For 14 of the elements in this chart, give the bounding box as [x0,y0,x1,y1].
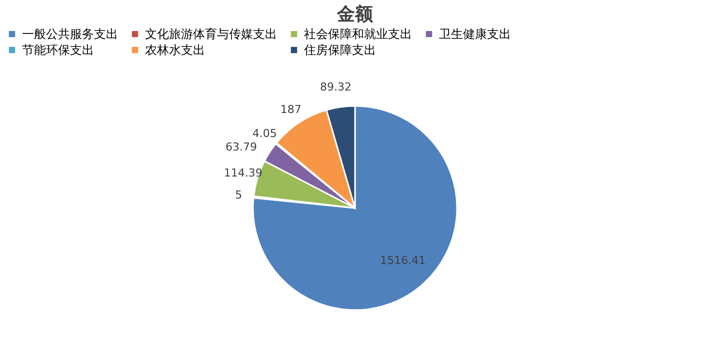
legend-label: 卫生健康支出 [439,27,511,42]
data-label: 89.32 [320,80,352,94]
data-label: 4.05 [252,126,277,140]
legend-label: 一般公共服务支出 [22,27,118,42]
legend-label: 文化旅游体育与传媒支出 [145,27,277,42]
legend-label: 社会保障和就业支出 [304,27,412,42]
legend-label: 农林水支出 [145,43,205,57]
legend-label: 住房保障支出 [303,43,376,57]
legend-label: 节能环保支出 [22,43,94,57]
data-label: 63.79 [225,140,257,154]
data-label: 187 [280,103,302,116]
data-label: 5 [235,188,242,202]
data-label: 1516.41 [380,254,426,267]
chart-title: 金额 [336,4,374,25]
